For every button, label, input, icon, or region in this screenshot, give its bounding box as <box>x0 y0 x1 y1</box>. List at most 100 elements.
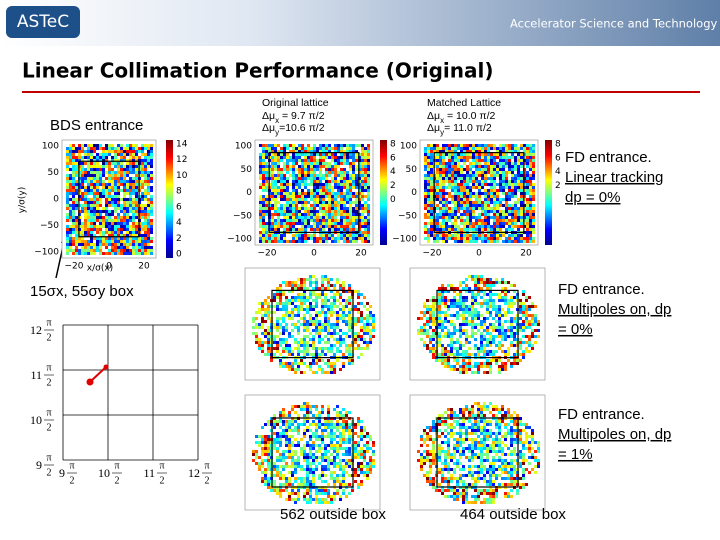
heat-cell <box>315 450 318 453</box>
heat-cell <box>321 498 324 501</box>
heat-cell <box>526 144 529 147</box>
heat-cell <box>457 204 460 207</box>
heat-cell <box>141 246 144 249</box>
heat-cell <box>523 237 526 240</box>
heat-cell <box>291 429 294 432</box>
heat-cell <box>355 159 358 162</box>
heat-cell <box>304 210 307 213</box>
heat-cell <box>288 444 291 447</box>
heat-cell <box>472 177 475 180</box>
heat-cell <box>520 201 523 204</box>
heat-cell <box>321 326 324 329</box>
heat-cell <box>505 171 508 174</box>
heat-cell <box>511 177 514 180</box>
heat-cell <box>447 329 450 332</box>
heat-cell <box>282 314 285 317</box>
heat-cell <box>144 144 147 147</box>
heat-cell <box>360 338 363 341</box>
heat-cell <box>283 240 286 243</box>
heat-cell <box>93 186 96 189</box>
heat-cell <box>442 159 445 162</box>
heat-cell <box>430 228 433 231</box>
heat-cell <box>451 153 454 156</box>
heat-cell <box>466 189 469 192</box>
heat-cell <box>69 225 72 228</box>
heat-cell <box>502 147 505 150</box>
heat-cell <box>309 275 312 278</box>
heat-cell <box>279 341 282 344</box>
heat-cell <box>123 234 126 237</box>
heat-cell <box>267 423 270 426</box>
heat-cell <box>484 225 487 228</box>
heat-cell <box>78 249 81 252</box>
heat-cell <box>367 153 370 156</box>
heat-cell <box>273 462 276 465</box>
heat-cell <box>357 344 360 347</box>
heat-cell <box>333 368 336 371</box>
heat-cell <box>364 168 367 171</box>
heat-cell <box>424 204 427 207</box>
heat-cell <box>334 192 337 195</box>
heat-cell <box>364 228 367 231</box>
heat-cell <box>96 225 99 228</box>
heat-cell <box>372 329 375 332</box>
heat-cell <box>336 347 339 350</box>
heat-cell <box>291 302 294 305</box>
heat-cell <box>330 498 333 501</box>
heat-cell <box>490 180 493 183</box>
heat-cell <box>316 147 319 150</box>
heat-cell <box>321 432 324 435</box>
heat-cell <box>447 362 450 365</box>
heat-cell <box>283 168 286 171</box>
heat-cell <box>343 144 346 147</box>
heat-cell <box>499 234 502 237</box>
heat-cell <box>144 165 147 168</box>
heat-cell <box>294 480 297 483</box>
heat-cell <box>285 329 288 332</box>
heat-cell <box>87 249 90 252</box>
heat-cell <box>307 159 310 162</box>
heat-cell <box>430 183 433 186</box>
heat-cell <box>141 240 144 243</box>
heat-cell <box>336 453 339 456</box>
heat-cell <box>318 489 321 492</box>
heat-cell <box>493 171 496 174</box>
heat-cell <box>114 177 117 180</box>
heat-cell <box>90 237 93 240</box>
heat-cell <box>481 186 484 189</box>
heat-cell <box>487 156 490 159</box>
heat-cell <box>481 222 484 225</box>
heat-cell <box>72 153 75 156</box>
heat-cell <box>319 189 322 192</box>
heat-cell <box>532 210 535 213</box>
heat-cell <box>264 335 267 338</box>
heat-cell <box>84 213 87 216</box>
heat-cell <box>279 459 282 462</box>
heat-cell <box>348 432 351 435</box>
heat-cell <box>463 174 466 177</box>
heat-cell <box>346 213 349 216</box>
heat-cell <box>144 213 147 216</box>
box-label: 15σx, 55σy box <box>30 283 134 300</box>
heat-cell <box>442 207 445 210</box>
heat-cell <box>463 183 466 186</box>
heat-cell <box>349 168 352 171</box>
heat-cell <box>457 192 460 195</box>
heat-cell <box>466 210 469 213</box>
heat-cell <box>487 162 490 165</box>
heat-cell <box>303 408 306 411</box>
heat-cell <box>463 144 466 147</box>
heat-cell <box>289 213 292 216</box>
heat-cell <box>279 317 282 320</box>
heat-cell <box>291 365 294 368</box>
heat-cell <box>358 228 361 231</box>
heat-cell <box>462 359 465 362</box>
heat-cell <box>469 168 472 171</box>
heat-cell <box>333 432 336 435</box>
heat-cell <box>430 180 433 183</box>
heat-cell <box>459 353 462 356</box>
y-tick-label: 100 <box>42 142 59 152</box>
heat-cell <box>105 225 108 228</box>
heat-cell <box>312 308 315 311</box>
heat-cell <box>288 362 291 365</box>
